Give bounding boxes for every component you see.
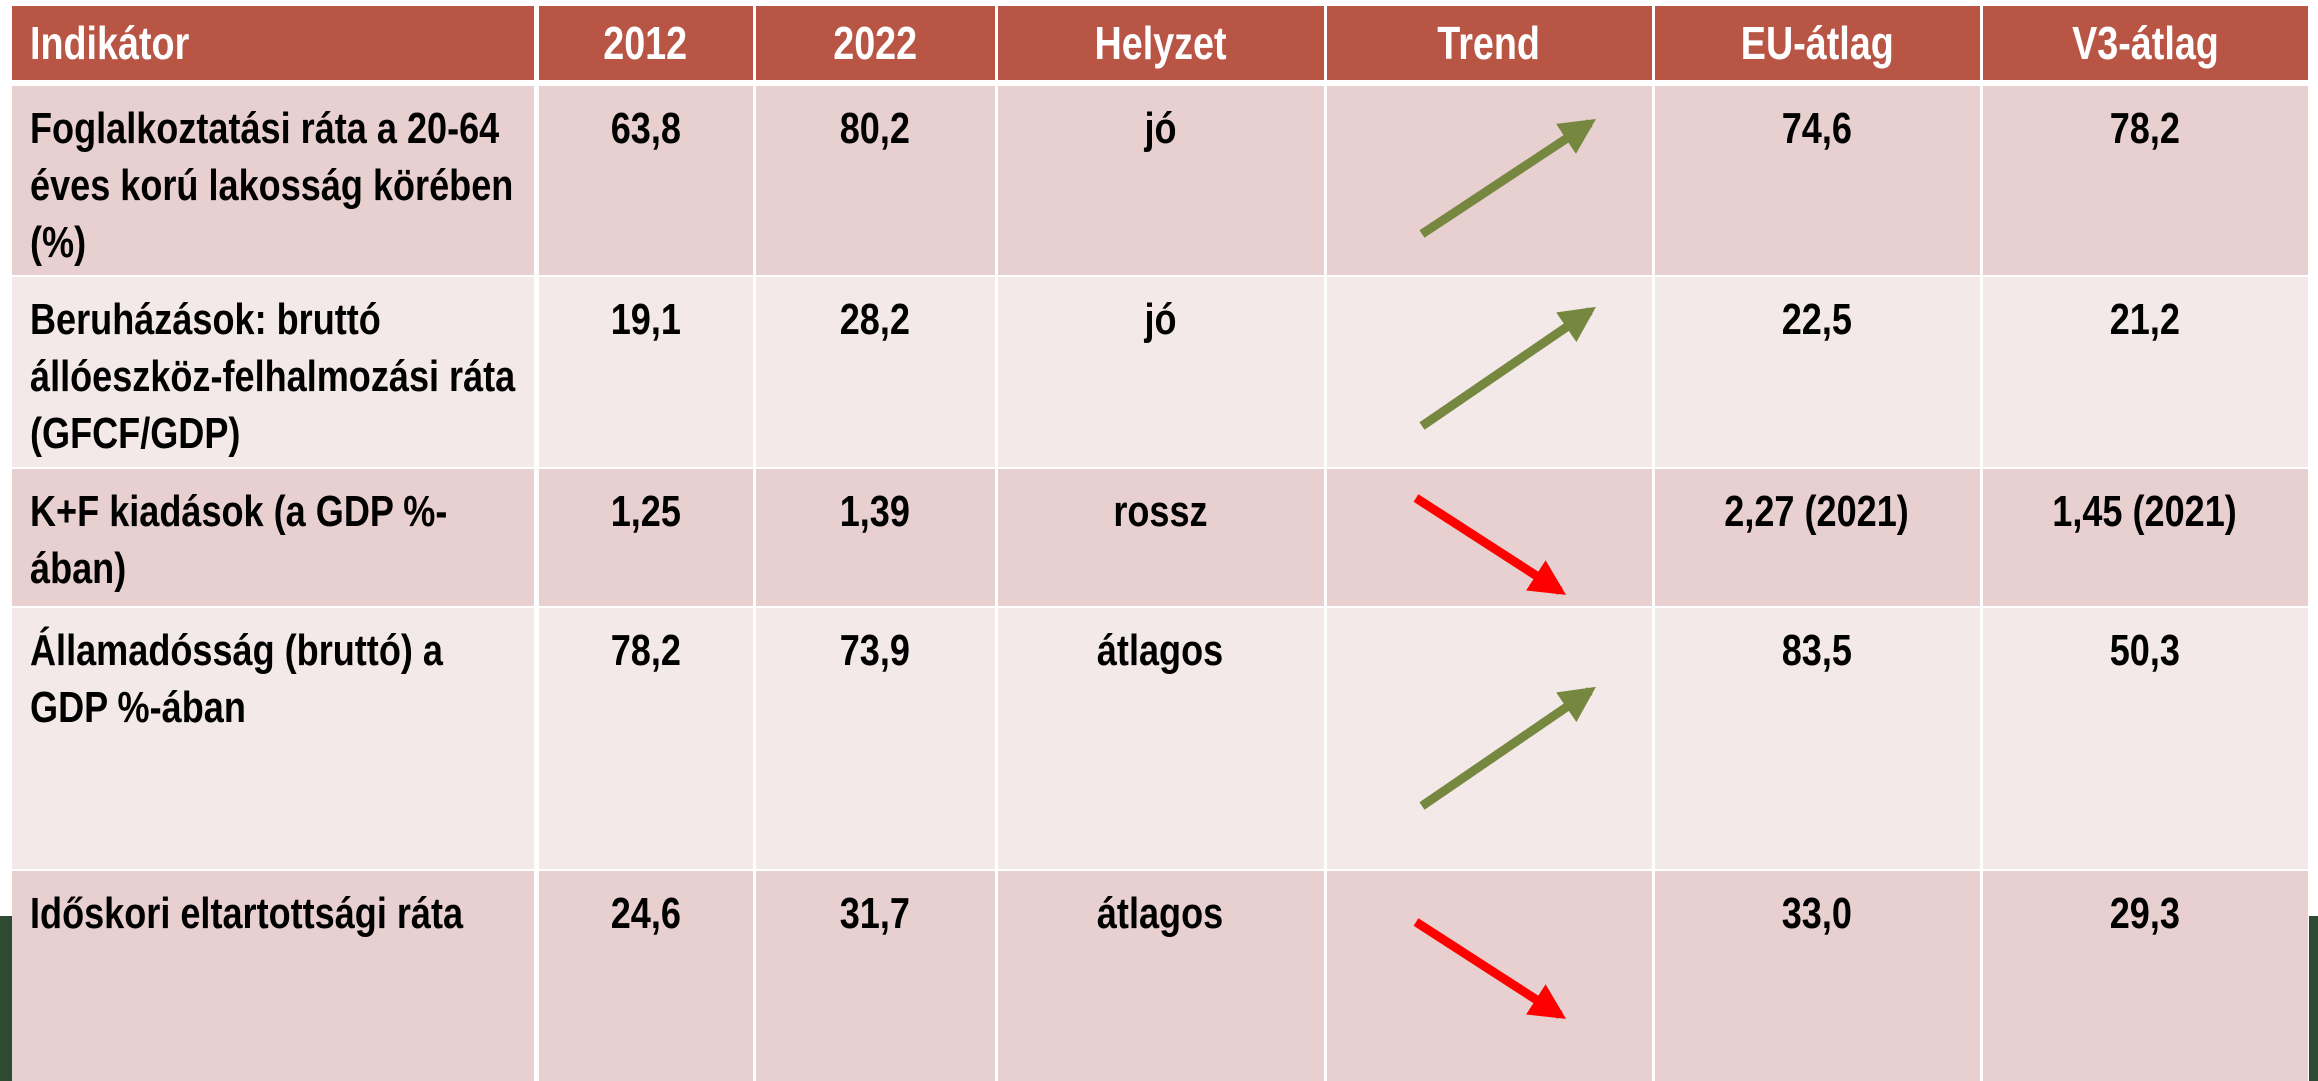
table-cell: átlagos	[997, 608, 1324, 869]
table-cell: rossz	[997, 469, 1324, 606]
cell-text: 28,2	[839, 295, 911, 344]
empty-cell	[1326, 469, 1652, 606]
cell-text: 73,9	[839, 626, 911, 675]
background-edge	[0, 916, 12, 1081]
cell-text: 78,2	[610, 626, 681, 675]
cell-text: 24,6	[610, 889, 681, 938]
cell-text: 29,3	[2109, 889, 2181, 938]
cell-text: rossz	[1113, 487, 1208, 536]
cell-text: Államadósság (bruttó) a GDP %-ában	[30, 626, 443, 732]
cell-text: átlagos	[1097, 626, 1224, 675]
table-cell: 31,7	[755, 871, 995, 1081]
background-edge	[2309, 916, 2318, 1081]
cell-text: V3-átlag	[2071, 17, 2219, 69]
table-cell: 2012	[538, 6, 753, 80]
cell-text: 50,3	[2109, 626, 2181, 675]
table-cell: 21,2	[1982, 277, 2308, 467]
cell-text: 2,27 (2021)	[1724, 487, 1910, 536]
table-cell: 73,9	[755, 608, 995, 869]
table-cell: jó	[997, 86, 1324, 275]
cell-text: Indikátor	[30, 17, 190, 69]
trend-down-arrow	[1413, 494, 1567, 595]
cell-text: 63,8	[610, 104, 681, 153]
cell-text: 78,2	[2109, 104, 2181, 153]
cell-text: 1,39	[839, 487, 911, 536]
table-cell: 24,6	[538, 871, 753, 1081]
cell-text: átlagos	[1097, 889, 1224, 938]
cell-text: Beruházások: bruttó állóeszköz-felhalmoz…	[30, 295, 516, 458]
table-cell: 50,3	[1982, 608, 2308, 869]
cell-text: 19,1	[610, 295, 681, 344]
cell-text: 1,25	[610, 487, 681, 536]
trend-up-arrow	[1419, 686, 1596, 810]
cell-text: K+F kiadások (a GDP %-ában)	[30, 487, 448, 593]
cell-text: Időskori eltartottsági ráta	[30, 889, 464, 938]
cell-text: 22,5	[1781, 295, 1853, 344]
table-cell: 74,6	[1654, 86, 1980, 275]
table-cell: 83,5	[1654, 608, 1980, 869]
table-cell: 80,2	[755, 86, 995, 275]
cell-text: Trend	[1437, 17, 1541, 69]
cell-text: jó	[1144, 295, 1177, 344]
table-cell: 78,2	[1982, 86, 2308, 275]
cell-text: 2022	[833, 17, 917, 69]
table-cell: 1,45 (2021)	[1982, 469, 2308, 606]
table-cell: Beruházások: bruttó állóeszköz-felhalmoz…	[12, 277, 534, 467]
table-cell: Helyzet	[997, 6, 1324, 80]
cell-text: 31,7	[839, 889, 911, 938]
cell-text: 1,45 (2021)	[2052, 487, 2238, 536]
cell-text: 74,6	[1781, 104, 1853, 153]
table-cell: K+F kiadások (a GDP %-ában)	[12, 469, 534, 606]
cell-text: Foglalkoztatási ráta a 20-64 éves korú l…	[30, 104, 514, 267]
table-cell: V3-átlag	[1982, 6, 2308, 80]
cell-text: 83,5	[1781, 626, 1853, 675]
table-cell: átlagos	[997, 871, 1324, 1081]
empty-cell	[1326, 277, 1652, 467]
trend-up-arrow	[1419, 306, 1596, 430]
table-cell: Trend	[1326, 6, 1652, 80]
table-cell: 1,25	[538, 469, 753, 606]
empty-cell	[1326, 86, 1652, 275]
table-cell: 78,2	[538, 608, 753, 869]
trend-up-arrow	[1419, 119, 1597, 238]
table-cell: 22,5	[1654, 277, 1980, 467]
table-cell: 63,8	[538, 86, 753, 275]
table-cell: Indikátor	[12, 6, 534, 80]
table-cell: 29,3	[1982, 871, 2308, 1081]
table-cell: Foglalkoztatási ráta a 20-64 éves korú l…	[12, 86, 534, 275]
cell-text: 2012	[603, 17, 688, 69]
table-cell: jó	[997, 277, 1324, 467]
table-cell: Időskori eltartottsági ráta	[12, 871, 534, 1081]
cell-text: jó	[1144, 104, 1177, 153]
trend-down-arrow	[1413, 918, 1567, 1019]
empty-cell	[1326, 608, 1652, 869]
cell-text: EU-átlag	[1740, 17, 1894, 69]
table-cell: EU-átlag	[1654, 6, 1980, 80]
table-cell: 28,2	[755, 277, 995, 467]
table-cell: 1,39	[755, 469, 995, 606]
table-cell: Államadósság (bruttó) a GDP %-ában	[12, 608, 534, 869]
table-cell: 33,0	[1654, 871, 1980, 1081]
table-cell: 19,1	[538, 277, 753, 467]
cell-text: 33,0	[1781, 889, 1853, 938]
empty-cell	[1326, 871, 1652, 1081]
cell-text: Helyzet	[1094, 17, 1227, 69]
table-cell: 2,27 (2021)	[1654, 469, 1980, 606]
table-cell: 2022	[755, 6, 995, 80]
cell-text: 21,2	[2109, 295, 2181, 344]
cell-text: 80,2	[839, 104, 911, 153]
